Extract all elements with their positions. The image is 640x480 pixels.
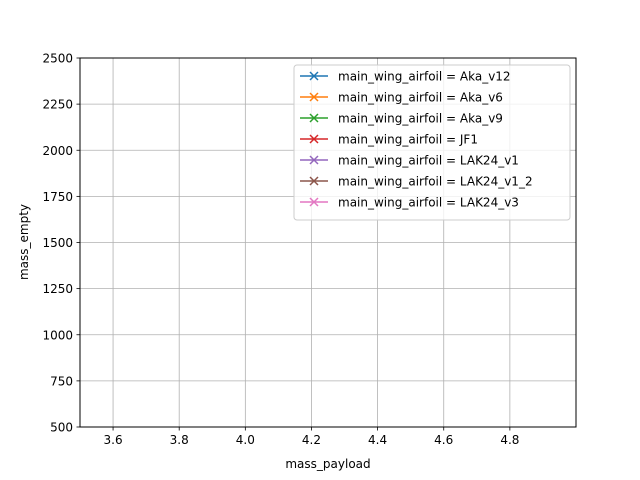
legend-marker-x-icon [309, 71, 319, 81]
y-tick-label: 2250 [42, 98, 73, 112]
legend-entry: main_wing_airfoil = JF1 [300, 133, 478, 147]
legend-entry: main_wing_airfoil = LAK24_v3 [300, 196, 519, 210]
legend-label: main_wing_airfoil = Aka_v12 [338, 70, 511, 84]
y-axis-label: mass_empty [17, 204, 31, 280]
y-tick-label: 750 [50, 374, 73, 388]
x-tick-label: 3.6 [104, 433, 123, 447]
legend-marker-x-icon [309, 113, 319, 123]
y-tick-label: 2000 [42, 144, 73, 158]
legend-frame [293, 64, 571, 221]
y-tick-label: 1750 [42, 190, 73, 204]
legend-label: main_wing_airfoil = Aka_v9 [338, 112, 503, 126]
y-tick-label: 1000 [42, 328, 73, 342]
x-tick-label: 4.8 [500, 433, 519, 447]
legend-marker-x-icon [309, 197, 319, 207]
legend-label: main_wing_airfoil = Aka_v6 [338, 91, 503, 105]
y-tick-label: 500 [50, 421, 73, 435]
legend-marker-x-icon [309, 155, 319, 165]
y-axis: 500 750 1000 1250 1500 1750 2000 2250 2500 [42, 52, 80, 435]
x-tick-label: 4.4 [368, 433, 387, 447]
x-tick-label: 3.8 [170, 433, 189, 447]
legend-marker-x-icon [309, 92, 319, 102]
legend-label: main_wing_airfoil = LAK24_v1 [338, 154, 519, 168]
legend-marker-x-icon [309, 134, 319, 144]
x-tick-label: 4.0 [236, 433, 255, 447]
legend-marker-x-icon [309, 176, 319, 186]
legend-label: main_wing_airfoil = LAK24_v3 [338, 196, 519, 210]
legend-entry: main_wing_airfoil = LAK24_v1_2 [300, 175, 533, 189]
y-tick-label: 1250 [42, 282, 73, 296]
y-tick-label: 1500 [42, 236, 73, 250]
legend-entry: main_wing_airfoil = Aka_v9 [300, 112, 503, 126]
legend-label: main_wing_airfoil = JF1 [338, 133, 478, 147]
x-axis: 3.6 3.8 4.0 4.2 4.4 4.6 4.8 [104, 427, 519, 447]
y-tick-label: 2500 [42, 52, 73, 66]
legend: main_wing_airfoil = Aka_v12 main_wing_air… [293, 64, 571, 221]
legend-label: main_wing_airfoil = LAK24_v1_2 [338, 175, 533, 189]
legend-entry: main_wing_airfoil = Aka_v12 [300, 70, 511, 84]
legend-entry: main_wing_airfoil = LAK24_v1 [300, 154, 519, 168]
legend-entry: main_wing_airfoil = Aka_v6 [300, 91, 503, 105]
x-tick-label: 4.6 [434, 433, 453, 447]
x-axis-label: mass_payload [285, 457, 370, 471]
x-tick-label: 4.2 [302, 433, 321, 447]
